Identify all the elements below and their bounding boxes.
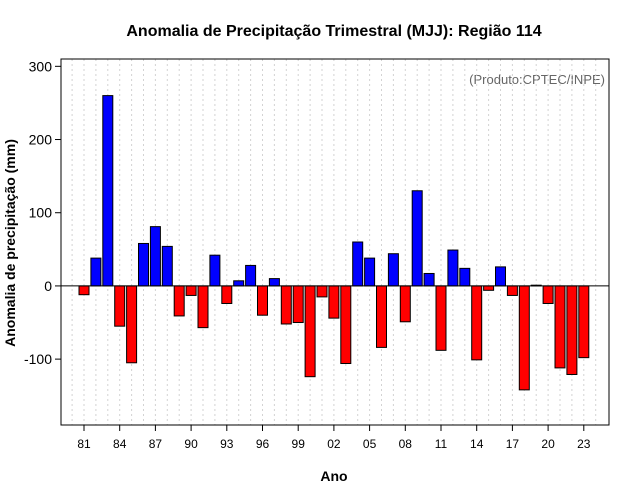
x-tick-label: 93 — [220, 437, 234, 451]
x-tick-label: 17 — [506, 437, 520, 451]
y-tick-label: -100 — [24, 351, 52, 367]
x-tick-label: 11 — [435, 437, 448, 451]
x-tick-label: 08 — [399, 437, 413, 451]
y-tick-label: 200 — [29, 132, 53, 148]
bar-2023 — [578, 285, 590, 359]
bar-2009 — [411, 190, 423, 287]
x-tick-label: 90 — [184, 437, 198, 451]
bar-2010 — [423, 272, 435, 287]
bar-2000 — [304, 285, 316, 378]
bar-1983 — [102, 95, 114, 287]
bar-1997 — [268, 278, 280, 287]
x-tick-label: 05 — [363, 437, 377, 451]
bar-2006 — [376, 285, 387, 348]
x-tick-label: 84 — [113, 437, 127, 451]
chart-title: Anomalia de Precipitação Trimestral (MJJ… — [126, 23, 541, 40]
bar-1993 — [221, 285, 233, 304]
credit-label: (Produto:CPTEC/INPE) — [469, 72, 605, 87]
bar-1984 — [114, 285, 126, 327]
bar-1986 — [138, 242, 149, 287]
bar-2015 — [483, 285, 495, 291]
x-axis-title: Ano — [320, 468, 347, 484]
bar-2021 — [554, 285, 566, 369]
bar-1985 — [126, 285, 138, 364]
x-tick-label: 23 — [577, 437, 591, 451]
y-axis: 300 200 100 0 -100 — [24, 58, 61, 367]
bar-1991 — [197, 285, 209, 329]
x-tick-label: 87 — [149, 437, 163, 451]
bar-2020 — [542, 285, 554, 304]
x-axis: 81 84 87 90 93 96 99 02 05 08 11 14 17 20 23 — [77, 425, 591, 451]
bar-1987 — [149, 226, 161, 287]
bar-2001 — [316, 285, 328, 298]
bar-2003 — [340, 285, 352, 365]
bar-2018 — [518, 285, 530, 391]
bar-1981 — [78, 285, 90, 296]
bar-1982 — [90, 257, 102, 287]
bar-1998 — [280, 285, 292, 325]
bar-2017 — [506, 285, 518, 296]
bar-2004 — [352, 241, 364, 287]
bar-1995 — [245, 264, 257, 287]
bar-1988 — [161, 245, 173, 287]
bar-2016 — [495, 266, 506, 287]
y-tick-label: 100 — [29, 205, 53, 221]
bar-2008 — [399, 285, 411, 323]
x-tick-label: 20 — [541, 437, 555, 451]
plot-frame — [60, 58, 610, 426]
x-tick-label: 14 — [470, 437, 484, 451]
bar-2007 — [387, 253, 399, 287]
bar-2005 — [364, 257, 376, 287]
bar-2022 — [566, 285, 578, 375]
bar-1989 — [173, 285, 185, 317]
y-tick-label: 300 — [29, 58, 53, 74]
x-tick-label: 02 — [327, 437, 341, 451]
bar-1994 — [233, 280, 245, 287]
bar-1996 — [257, 285, 268, 316]
bar-1999 — [292, 285, 304, 324]
bars — [78, 95, 590, 391]
bar-1992 — [209, 254, 221, 287]
bar-2011 — [435, 285, 447, 351]
bar-2014 — [471, 285, 483, 361]
bar-2013 — [459, 267, 471, 287]
x-tick-label: 81 — [77, 437, 91, 451]
bar-1990 — [185, 285, 197, 296]
y-axis-title: Anomalia de precipitação (mm) — [2, 139, 18, 347]
bar-2002 — [328, 285, 340, 319]
bar-2012 — [447, 249, 459, 287]
y-tick-label: 0 — [44, 278, 52, 294]
x-tick-label: 99 — [292, 437, 306, 451]
x-tick-label: 96 — [256, 437, 270, 451]
